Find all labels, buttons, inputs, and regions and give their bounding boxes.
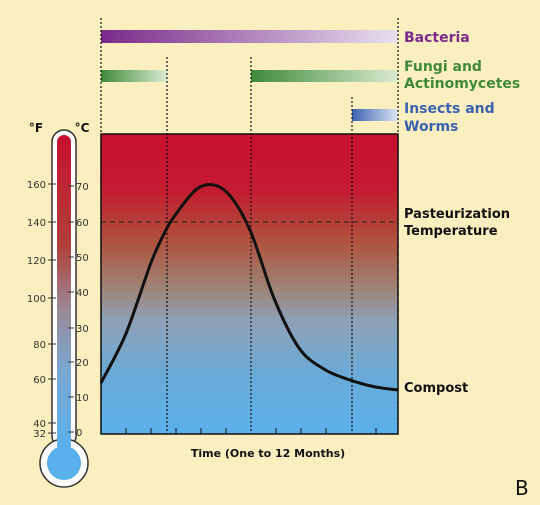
insects-label-line2: Worms [404, 119, 458, 135]
f-tick-120: 120 [27, 256, 46, 267]
bacteria-bar [101, 30, 398, 43]
compost-label: Compost [404, 381, 468, 396]
f-tick-140: 140 [27, 218, 46, 229]
pasteurization-label-line2: Temperature [404, 224, 498, 239]
fahrenheit-scale: 160 140 120 100 80 60 40 32 [27, 180, 56, 440]
c-tick-70: 70 [76, 182, 89, 193]
f-tick-32: 32 [33, 429, 46, 440]
fungi-bar-late [251, 70, 398, 82]
f-tick-100: 100 [27, 294, 46, 305]
f-tick-40: 40 [33, 419, 46, 430]
pasteurization-label-line1: Pasteurization [404, 207, 510, 222]
thermometer [39, 129, 89, 488]
x-ticks [125, 428, 377, 434]
x-axis-label: Time (One to 12 Months) [191, 447, 345, 460]
celsius-scale: 70 60 50 40 30 20 10 0 [68, 182, 89, 439]
fahrenheit-unit: °F [29, 121, 43, 135]
plot-frame [100, 133, 399, 435]
celsius-unit: °C [75, 121, 90, 135]
f-tick-60: 60 [33, 375, 46, 386]
fungi-bar-early [101, 70, 167, 82]
bacteria-label: Bacteria [404, 30, 470, 46]
insects-bar [352, 109, 398, 121]
c-tick-0: 0 [76, 428, 82, 439]
panel-letter: B [515, 476, 529, 500]
f-tick-160: 160 [27, 180, 46, 191]
thermometer-mercury [57, 135, 71, 453]
c-tick-50: 50 [76, 253, 89, 264]
f-tick-80: 80 [33, 340, 46, 351]
thermometer-bulb [47, 446, 81, 480]
c-tick-20: 20 [76, 358, 89, 369]
fungi-label-line1: Fungi and [404, 59, 482, 75]
compost-curve [99, 182, 399, 392]
c-tick-10: 10 [76, 393, 89, 404]
c-tick-40: 40 [76, 288, 89, 299]
c-tick-60: 60 [76, 218, 89, 229]
insects-label-line1: Insects and [404, 101, 495, 117]
plot-area [101, 134, 398, 434]
c-tick-30: 30 [76, 324, 89, 335]
fungi-label-line2: Actinomycetes [404, 76, 520, 92]
